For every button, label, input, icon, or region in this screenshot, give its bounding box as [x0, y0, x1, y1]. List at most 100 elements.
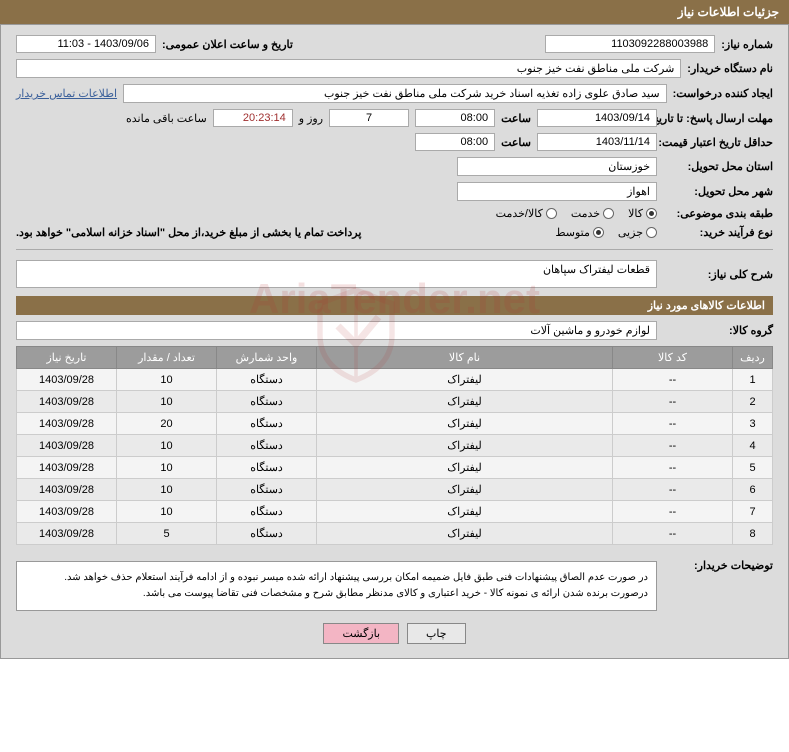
province-label: استان محل تحویل: — [663, 160, 773, 173]
table-cell: 1403/09/28 — [17, 413, 117, 435]
table-cell: 10 — [117, 391, 217, 413]
category-label: طبقه بندی موضوعی: — [663, 207, 773, 220]
table-cell: 10 — [117, 369, 217, 391]
table-cell: 1403/09/28 — [17, 523, 117, 545]
table-header: تاریخ نیاز — [17, 347, 117, 369]
table-cell: 4 — [733, 435, 773, 457]
table-cell: -- — [613, 501, 733, 523]
buyer-org-value: شرکت ملی مناطق نفت خیز جنوب — [16, 59, 681, 78]
table-cell: دستگاه — [217, 391, 317, 413]
main-panel: AriaTender.net شماره نیاز: 1103092288003… — [0, 24, 789, 659]
goods-info-title: اطلاعات کالاهای مورد نیاز — [16, 296, 773, 315]
table-cell: لیفتراک — [317, 435, 613, 457]
table-cell: دستگاه — [217, 369, 317, 391]
table-cell: -- — [613, 479, 733, 501]
radio-medium-label: متوسط — [555, 226, 590, 239]
radio-small[interactable] — [646, 227, 657, 238]
table-cell: -- — [613, 413, 733, 435]
radio-service-label: خدمت — [571, 207, 600, 220]
table-row: 7--لیفتراکدستگاه101403/09/28 — [17, 501, 773, 523]
table-cell: لیفتراک — [317, 501, 613, 523]
table-cell: لیفتراک — [317, 391, 613, 413]
table-cell: دستگاه — [217, 457, 317, 479]
page-title: جزئیات اطلاعات نیاز — [678, 5, 779, 19]
validity-date: 1403/11/14 — [537, 133, 657, 151]
purchase-type-label: نوع فرآیند خرید: — [663, 226, 773, 239]
buyer-note-text: در صورت عدم الصاق پیشنهادات فنی طبق فایل… — [64, 572, 648, 599]
table-cell: 6 — [733, 479, 773, 501]
table-cell: 5 — [117, 523, 217, 545]
table-cell: 5 — [733, 457, 773, 479]
table-row: 2--لیفتراکدستگاه101403/09/28 — [17, 391, 773, 413]
radio-both[interactable] — [546, 208, 557, 219]
time-label-2: ساعت — [501, 136, 531, 149]
table-header: نام کالا — [317, 347, 613, 369]
group-value: لوازم خودرو و ماشین آلات — [16, 321, 657, 340]
table-cell: دستگاه — [217, 435, 317, 457]
group-label: گروه کالا: — [663, 324, 773, 337]
table-cell: دستگاه — [217, 523, 317, 545]
table-cell: 10 — [117, 501, 217, 523]
table-cell: -- — [613, 435, 733, 457]
days-value: 7 — [329, 109, 409, 127]
table-row: 5--لیفتراکدستگاه101403/09/28 — [17, 457, 773, 479]
radio-goods[interactable] — [646, 208, 657, 219]
validity-label: حداقل تاریخ اعتبار قیمت: تا تاریخ: — [663, 136, 773, 149]
page-header: جزئیات اطلاعات نیاز — [0, 0, 789, 24]
radio-service[interactable] — [603, 208, 614, 219]
table-cell: 1403/09/28 — [17, 457, 117, 479]
table-cell: 7 — [733, 501, 773, 523]
table-cell: -- — [613, 523, 733, 545]
validity-time: 08:00 — [415, 133, 495, 151]
table-cell: 20 — [117, 413, 217, 435]
need-no-value: 1103092288003988 — [545, 35, 715, 53]
goods-table: ردیفکد کالانام کالاواحد شمارشتعداد / مقد… — [16, 346, 773, 545]
province-value: خوزستان — [457, 157, 657, 176]
table-cell: 1403/09/28 — [17, 435, 117, 457]
note-label: توضیحات خریدار: — [663, 553, 773, 572]
table-cell: لیفتراک — [317, 457, 613, 479]
table-cell: 1403/09/28 — [17, 501, 117, 523]
table-cell: دستگاه — [217, 479, 317, 501]
table-header: ردیف — [733, 347, 773, 369]
table-header: تعداد / مقدار — [117, 347, 217, 369]
print-button[interactable]: چاپ — [407, 623, 466, 644]
buyer-note-box: در صورت عدم الصاق پیشنهادات فنی طبق فایل… — [16, 561, 657, 611]
table-header: کد کالا — [613, 347, 733, 369]
desc-value: قطعات لیفتراک سپاهان — [16, 260, 657, 288]
deadline-label: مهلت ارسال پاسخ: تا تاریخ: — [663, 112, 773, 125]
table-row: 6--لیفتراکدستگاه101403/09/28 — [17, 479, 773, 501]
invoice-note: پرداخت تمام یا بخشی از مبلغ خرید،از محل … — [16, 226, 361, 239]
buyer-contact-link[interactable]: اطلاعات تماس خریدار — [16, 87, 117, 100]
table-cell: 1403/09/28 — [17, 369, 117, 391]
requester-value: سید صادق علوی زاده تغذیه اسناد خرید شرکت… — [123, 84, 667, 103]
table-cell: لیفتراک — [317, 479, 613, 501]
back-button[interactable]: بازگشت — [323, 623, 399, 644]
table-row: 8--لیفتراکدستگاه51403/09/28 — [17, 523, 773, 545]
table-cell: دستگاه — [217, 501, 317, 523]
table-row: 3--لیفتراکدستگاه201403/09/28 — [17, 413, 773, 435]
table-cell: 10 — [117, 435, 217, 457]
table-row: 4--لیفتراکدستگاه101403/09/28 — [17, 435, 773, 457]
deadline-date: 1403/09/14 — [537, 109, 657, 127]
city-label: شهر محل تحویل: — [663, 185, 773, 198]
table-cell: 1 — [733, 369, 773, 391]
remain-time: 20:23:14 — [213, 109, 293, 127]
table-cell: دستگاه — [217, 413, 317, 435]
days-and-text: روز و — [299, 112, 323, 125]
city-value: اهواز — [457, 182, 657, 201]
table-cell: 1403/09/28 — [17, 391, 117, 413]
radio-both-label: کالا/خدمت — [496, 207, 543, 220]
table-cell: 1403/09/28 — [17, 479, 117, 501]
time-label-1: ساعت — [501, 112, 531, 125]
table-cell: لیفتراک — [317, 413, 613, 435]
table-cell: 10 — [117, 457, 217, 479]
table-cell: 2 — [733, 391, 773, 413]
table-cell: لیفتراک — [317, 523, 613, 545]
table-cell: -- — [613, 457, 733, 479]
remain-suffix: ساعت باقی مانده — [126, 112, 207, 125]
radio-medium[interactable] — [593, 227, 604, 238]
table-cell: -- — [613, 369, 733, 391]
requester-label: ایجاد کننده درخواست: — [673, 87, 773, 100]
table-cell: 8 — [733, 523, 773, 545]
